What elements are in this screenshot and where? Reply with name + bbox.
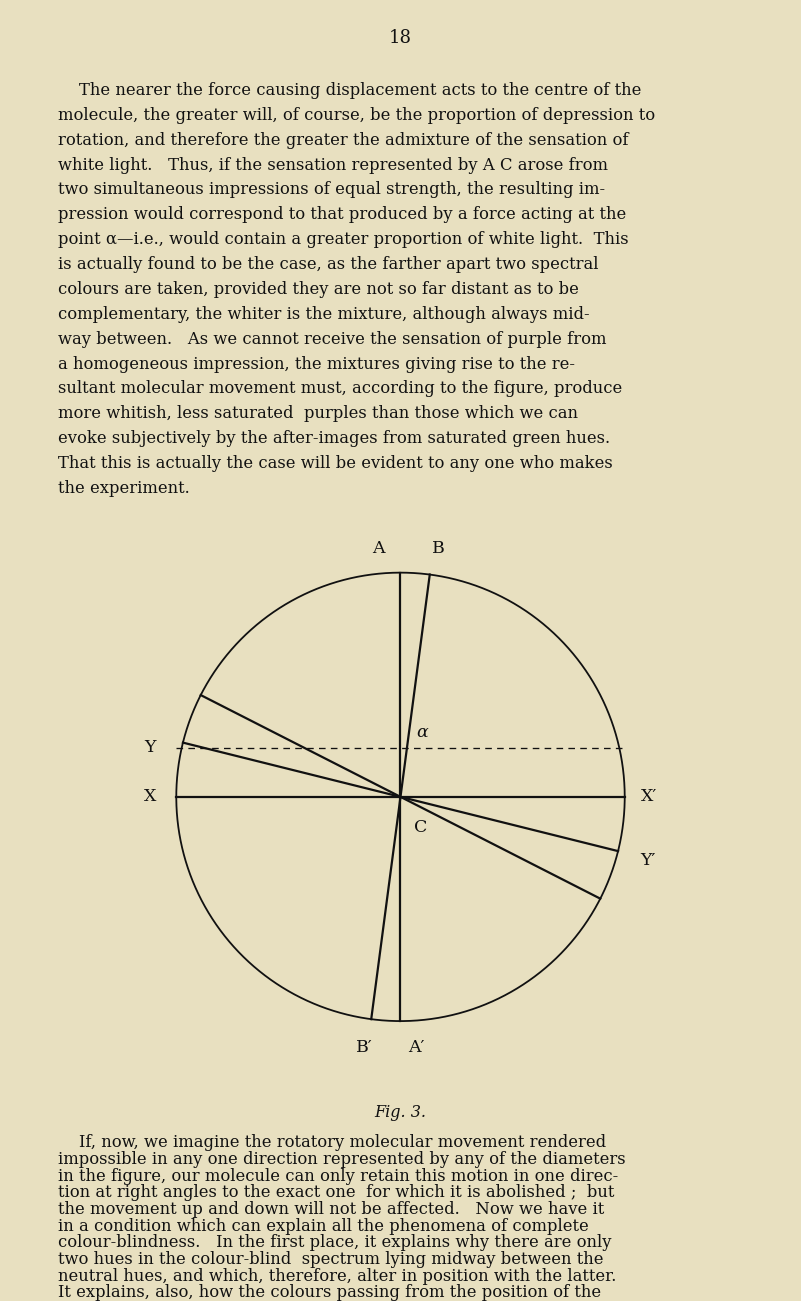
Text: the experiment.: the experiment. bbox=[58, 480, 189, 497]
Text: A: A bbox=[372, 540, 384, 557]
Text: in the figure, our molecule can only retain this motion in one direc-: in the figure, our molecule can only ret… bbox=[58, 1167, 618, 1185]
Text: α: α bbox=[417, 723, 428, 740]
Text: evoke subjectively by the after-images from saturated green hues.: evoke subjectively by the after-images f… bbox=[58, 431, 610, 448]
Text: That this is actually the case will be evident to any one who makes: That this is actually the case will be e… bbox=[58, 455, 613, 472]
Text: The nearer the force causing displacement acts to the centre of the: The nearer the force causing displacemen… bbox=[58, 82, 641, 99]
Text: way between.   As we cannot receive the sensation of purple from: way between. As we cannot receive the se… bbox=[58, 330, 606, 347]
Text: molecule, the greater will, of course, be the proportion of depression to: molecule, the greater will, of course, b… bbox=[58, 107, 654, 124]
Text: more whitish, less saturated  purples than those which we can: more whitish, less saturated purples tha… bbox=[58, 406, 578, 423]
Text: two hues in the colour-blind  spectrum lying midway between the: two hues in the colour-blind spectrum ly… bbox=[58, 1250, 603, 1268]
Text: white light.   Thus, if the sensation represented by A C arose from: white light. Thus, if the sensation repr… bbox=[58, 156, 608, 173]
Text: A′: A′ bbox=[408, 1039, 425, 1056]
Text: B: B bbox=[433, 540, 445, 557]
Text: rotation, and therefore the greater the admixture of the sensation of: rotation, and therefore the greater the … bbox=[58, 131, 628, 148]
Text: in a condition which can explain all the phenomena of complete: in a condition which can explain all the… bbox=[58, 1218, 589, 1235]
Text: complementary, the whiter is the mixture, although always mid-: complementary, the whiter is the mixture… bbox=[58, 306, 590, 323]
Text: colour-blindness.   In the first place, it explains why there are only: colour-blindness. In the first place, it… bbox=[58, 1235, 611, 1252]
Text: Y′: Y′ bbox=[641, 852, 656, 869]
Text: is actually found to be the case, as the farther apart two spectral: is actually found to be the case, as the… bbox=[58, 256, 598, 273]
Text: Y: Y bbox=[145, 739, 156, 756]
Text: It explains, also, how the colours passing from the position of the: It explains, also, how the colours passi… bbox=[58, 1284, 601, 1301]
Text: 18: 18 bbox=[389, 29, 412, 47]
Text: two simultaneous impressions of equal strength, the resulting im-: two simultaneous impressions of equal st… bbox=[58, 181, 605, 199]
Text: point α—i.e., would contain a greater proportion of white light.  This: point α—i.e., would contain a greater pr… bbox=[58, 232, 628, 248]
Text: Fig. 3.: Fig. 3. bbox=[375, 1103, 426, 1121]
Text: impossible in any one direction represented by any of the diameters: impossible in any one direction represen… bbox=[58, 1151, 626, 1168]
Text: sultant molecular movement must, according to the figure, produce: sultant molecular movement must, accordi… bbox=[58, 380, 622, 398]
Text: X: X bbox=[143, 788, 156, 805]
Text: B′: B′ bbox=[356, 1039, 373, 1056]
Text: tion at right angles to the exact one  for which it is abolished ;  but: tion at right angles to the exact one fo… bbox=[58, 1184, 614, 1201]
Text: C: C bbox=[414, 820, 427, 837]
Text: If, now, we imagine the rotatory molecular movement rendered: If, now, we imagine the rotatory molecul… bbox=[58, 1134, 606, 1151]
Text: pression would correspond to that produced by a force acting at the: pression would correspond to that produc… bbox=[58, 207, 626, 224]
Text: a homogeneous impression, the mixtures giving rise to the re-: a homogeneous impression, the mixtures g… bbox=[58, 355, 574, 372]
Text: the movement up and down will not be affected.   Now we have it: the movement up and down will not be aff… bbox=[58, 1201, 604, 1218]
Text: X′: X′ bbox=[641, 788, 657, 805]
Text: colours are taken, provided they are not so far distant as to be: colours are taken, provided they are not… bbox=[58, 281, 578, 298]
Text: neutral hues, and which, therefore, alter in position with the latter.: neutral hues, and which, therefore, alte… bbox=[58, 1267, 616, 1284]
